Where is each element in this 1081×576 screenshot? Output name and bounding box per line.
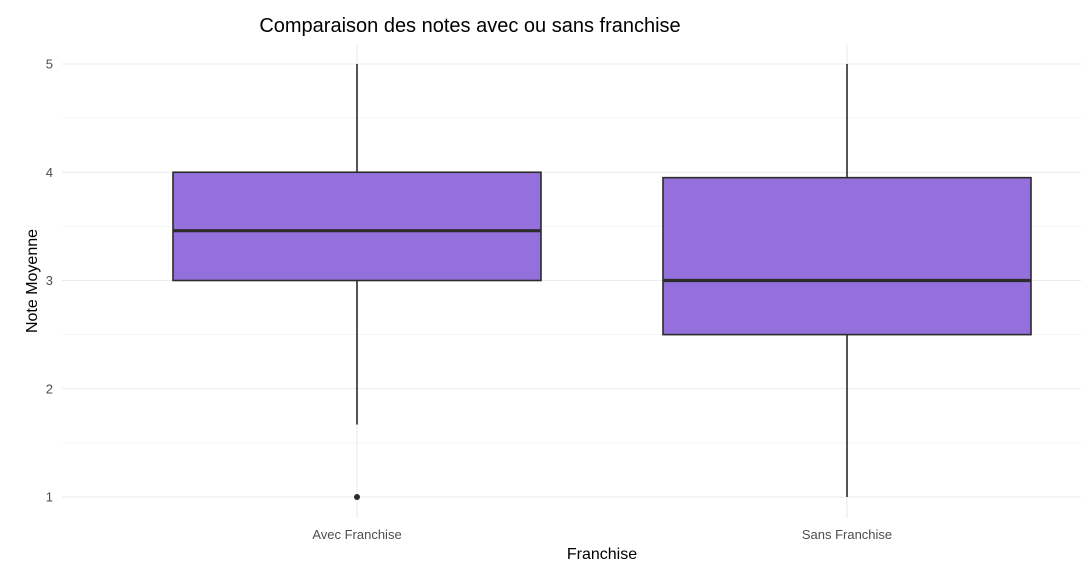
y-axis-ticks: 1 2 3 4 5 [46, 57, 53, 505]
x-tick-label: Sans Franchise [802, 527, 892, 542]
x-axis-ticks: Avec Franchise Sans Franchise [312, 527, 892, 542]
x-tick-label: Avec Franchise [312, 527, 401, 542]
x-axis-title: Franchise [567, 546, 637, 563]
y-axis-title: Note Moyenne [24, 229, 41, 333]
boxes [172, 64, 1032, 500]
box-iqr [172, 171, 542, 282]
y-tick-label: 2 [46, 381, 53, 396]
box-avec-franchise [172, 64, 542, 500]
y-tick-label: 4 [46, 165, 53, 180]
box-iqr [662, 176, 1032, 336]
outlier-point [354, 494, 360, 500]
y-tick-label: 3 [46, 273, 53, 288]
chart-title: Comparaison des notes avec ou sans franc… [259, 15, 680, 37]
y-tick-label: 5 [46, 57, 53, 72]
box-sans-franchise [662, 64, 1032, 497]
y-tick-label: 1 [46, 490, 53, 505]
